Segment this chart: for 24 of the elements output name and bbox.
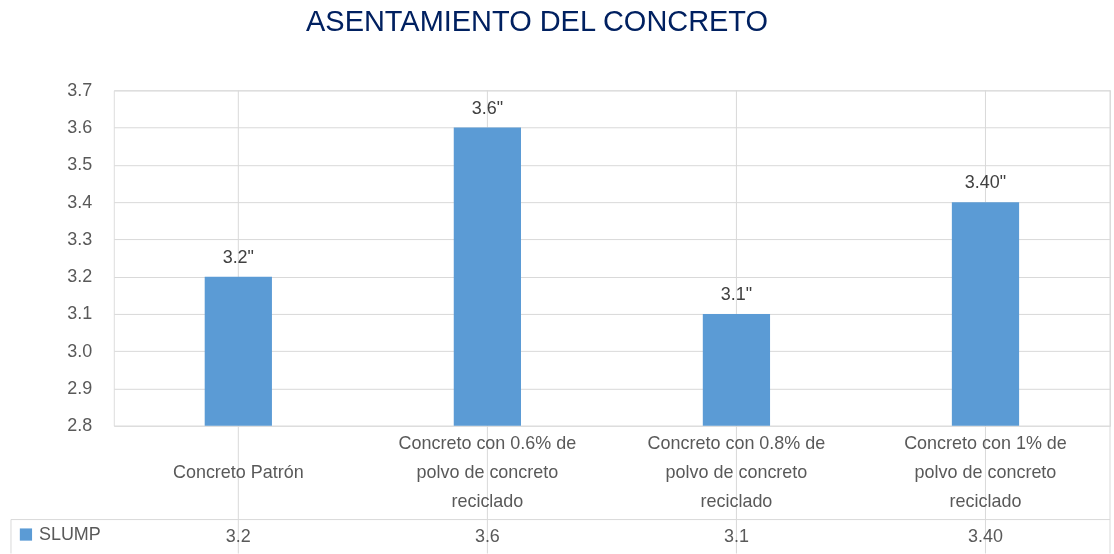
data-label: 3.2" xyxy=(222,246,254,267)
y-tick-label: 3.7 xyxy=(67,79,93,100)
y-tick-label: 3.4 xyxy=(67,191,93,212)
x-tick-label: Concreto Patrón xyxy=(172,461,304,482)
y-tick-label: 3.5 xyxy=(67,154,93,175)
y-tick-label: 2.8 xyxy=(67,415,93,436)
text: 3.6 xyxy=(474,525,500,546)
data-label: 3.40" xyxy=(964,172,1007,193)
text: 3.1 xyxy=(723,525,749,546)
data-label: 3.1" xyxy=(720,283,753,304)
chart-title: ASENTAMIENTO DEL CONCRETO xyxy=(306,5,769,38)
y-tick-label: 3.6 xyxy=(67,117,93,138)
x-tick-label: Concreto con 0.8% de polvo de concreto reciclado xyxy=(647,432,826,511)
data-label: 3.6" xyxy=(471,97,504,118)
y-tick-label: 3.0 xyxy=(67,340,93,361)
y-tick-label: 3.1 xyxy=(67,303,93,324)
legend-label: SLUMP xyxy=(38,523,101,544)
x-tick-label: Concreto con 0.6% de polvo de concreto reciclado xyxy=(398,432,577,511)
y-tick-label: 2.9 xyxy=(67,377,93,398)
y-tick-label: 3.2 xyxy=(67,266,93,287)
text: 3.40 xyxy=(968,525,1003,546)
y-tick-label: 3.3 xyxy=(67,228,93,249)
text: 3.2 xyxy=(225,525,251,546)
x-tick-label: Concreto con 1% de polvo de concreto reciclado xyxy=(904,432,1067,511)
